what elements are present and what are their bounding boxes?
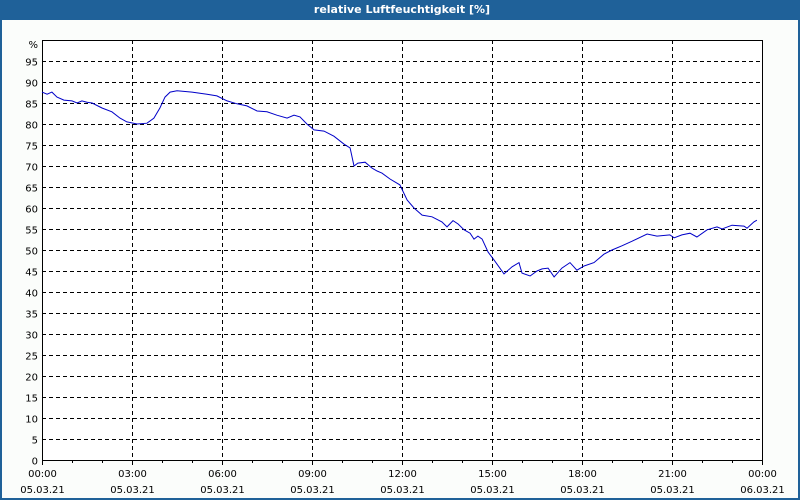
humidity-series-line: [41, 90, 758, 278]
x-tick-time: 15:00: [478, 469, 507, 480]
y-tick-label: 85: [25, 100, 38, 111]
x-tick-time: 12:00: [388, 469, 417, 480]
x-tick-date: 05.03.21: [650, 485, 695, 496]
y-tick-label: 95: [25, 58, 38, 69]
x-tick-time: 06:00: [208, 469, 237, 480]
x-tick-date: 05.03.21: [200, 485, 245, 496]
x-tick-time: 00:00: [28, 469, 57, 480]
y-tick-label: 10: [25, 415, 38, 426]
y-tick-label: 20: [25, 373, 38, 384]
y-tick-label: 25: [25, 352, 38, 363]
y-tick-label: 5: [32, 436, 38, 447]
y-unit-label: %: [28, 40, 38, 51]
x-tick-date: 05.03.21: [560, 485, 605, 496]
x-tick-date: 05.03.21: [290, 485, 335, 496]
y-tick-label: 55: [25, 226, 38, 237]
x-tick-time: 03:00: [118, 469, 147, 480]
x-tick-date: 06.03.21: [740, 485, 785, 496]
y-tick-label: 75: [25, 142, 38, 153]
chart-title: relative Luftfeuchtigkeit [%]: [2, 0, 800, 20]
y-tick-label: 40: [25, 289, 38, 300]
plot-frame: [42, 40, 763, 461]
y-tick-label: 70: [25, 163, 38, 174]
x-tick-date: 05.03.21: [110, 485, 155, 496]
x-tick-time: 09:00: [298, 469, 327, 480]
x-tick-time: 00:00: [748, 469, 777, 480]
x-tick-date: 05.03.21: [470, 485, 515, 496]
x-tick-date: 05.03.21: [380, 485, 425, 496]
y-tick-label: 45: [25, 268, 38, 279]
y-tick-label: 80: [25, 121, 38, 132]
x-tick-date: 05.03.21: [20, 485, 65, 496]
x-tick-time: 21:00: [658, 469, 687, 480]
y-tick-label: 15: [25, 394, 38, 405]
y-tick-label: 0: [32, 457, 38, 468]
y-tick-label: 30: [25, 331, 38, 342]
y-tick-label: 50: [25, 247, 38, 258]
y-tick-label: 90: [25, 79, 38, 90]
y-tick-label: 35: [25, 310, 38, 321]
y-tick-label: 65: [25, 184, 38, 195]
x-tick-time: 18:00: [568, 469, 597, 480]
y-tick-label: 60: [25, 205, 38, 216]
